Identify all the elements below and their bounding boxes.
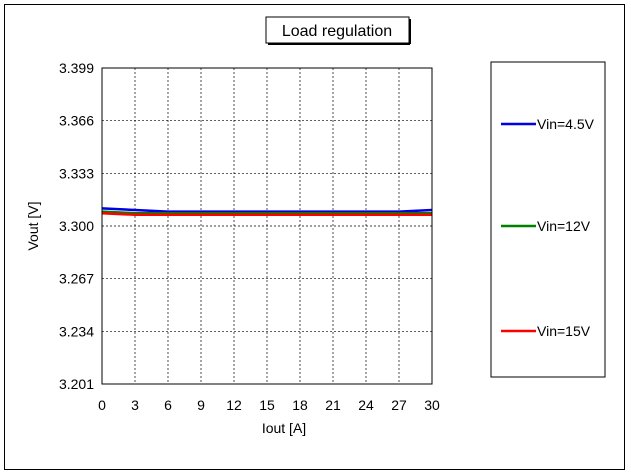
grid-lines	[102, 68, 432, 384]
x-tick-label: 27	[391, 397, 407, 413]
x-tick-label: 15	[259, 397, 275, 413]
x-tick-label: 0	[98, 397, 106, 413]
y-tick-label: 3.234	[59, 323, 94, 339]
legend-label: Vin=4.5V	[537, 116, 595, 132]
y-tick-label: 3.201	[59, 376, 94, 392]
series-line-vin-15v	[101, 211, 432, 217]
y-tick-label: 3.366	[59, 113, 94, 129]
y-axis-label: Vout [V]	[25, 201, 41, 250]
title-box	[265, 16, 410, 44]
series-lines	[101, 207, 433, 217]
x-tick-label: 30	[424, 397, 440, 413]
legend-box	[490, 61, 606, 378]
load-regulation-chart: Load regulation 3.399 3.366 3.333 3.300 3.26…	[25, 16, 606, 436]
chart-title: Load regulation	[282, 23, 392, 40]
x-tick-label: 3	[131, 397, 139, 413]
series-line-vin-12v	[101, 210, 432, 215]
plot-border	[101, 67, 433, 385]
x-axis-label: Iout [A]	[262, 420, 306, 436]
legend: Vin=4.5V Vin=12V Vin=15V	[501, 116, 595, 339]
x-tick-label: 6	[164, 397, 172, 413]
y-tick-label: 3.399	[59, 60, 94, 76]
x-tick-labels: 0 3 6 9 12 15 18 21 24 27 30	[98, 397, 440, 413]
y-tick-label: 3.300	[59, 218, 94, 234]
x-tick-label: 12	[226, 397, 242, 413]
x-tick-label: 24	[358, 397, 374, 413]
legend-label: Vin=12V	[537, 218, 591, 234]
series-line-vin-4-5v	[101, 207, 433, 213]
y-tick-label: 3.267	[59, 271, 94, 287]
y-tick-labels: 3.399 3.366 3.333 3.300 3.267 3.234 3.201	[59, 60, 94, 392]
x-tick-label: 18	[292, 397, 308, 413]
x-tick-label: 21	[325, 397, 341, 413]
legend-label: Vin=15V	[537, 323, 591, 339]
y-tick-label: 3.333	[59, 165, 94, 181]
x-tick-label: 9	[197, 397, 205, 413]
chart-frame: Load regulation 3.399 3.366 3.333 3.300 3.26…	[4, 4, 625, 470]
